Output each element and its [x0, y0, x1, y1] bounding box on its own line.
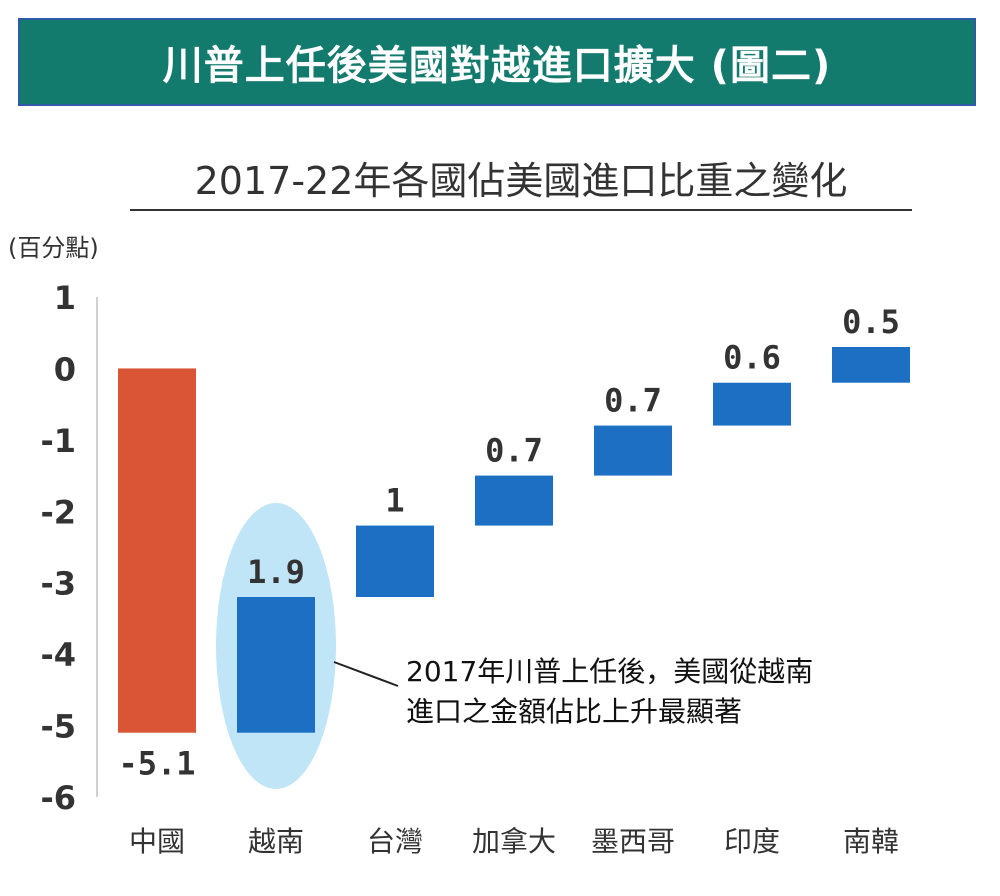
x-tick-label: 加拿大 [472, 825, 556, 858]
y-tick-label: 1 [54, 279, 76, 317]
y-tick-label: -2 [40, 493, 76, 531]
x-tick-label: 墨西哥 [591, 825, 675, 858]
data-label: 1 [385, 482, 404, 520]
y-tick-label: -4 [40, 636, 76, 674]
bar [475, 475, 553, 526]
y-axis-unit-label: (百分點) [8, 234, 99, 262]
bar [118, 368, 196, 733]
data-label: 0.7 [604, 382, 662, 420]
data-label: -5.1 [118, 745, 195, 783]
title-banner: 川普上任後美國對越進口擴大 (圖二) [18, 18, 976, 106]
y-tick-label: -5 [40, 708, 76, 746]
data-label: 1.9 [247, 553, 305, 591]
data-label: 0.6 [723, 339, 781, 377]
y-tick-label: 0 [54, 350, 76, 388]
annotation-line-2: 進口之金額佔比上升最顯著 [406, 695, 743, 728]
annotation-leader-line [333, 661, 399, 687]
x-tick-label: 台灣 [367, 825, 423, 858]
bar [713, 382, 791, 426]
x-tick-label: 中國 [129, 825, 185, 858]
bar [594, 425, 672, 476]
data-label: 0.5 [842, 303, 900, 341]
bar [832, 347, 910, 383]
bar [356, 525, 434, 597]
annotation-text: 2017年川普上任後，美國從越南 進口之金額佔比上升最顯著 [406, 652, 926, 732]
chart-subtitle: 2017-22年各國佔美國進口比重之變化 [130, 150, 912, 211]
y-tick-label: -3 [40, 565, 76, 603]
annotation-line-1: 2017年川普上任後，美國從越南 [406, 655, 814, 688]
y-tick-label: -1 [40, 422, 76, 460]
x-tick-label: 南韓 [843, 825, 899, 858]
bar [237, 597, 315, 733]
x-tick-label: 印度 [724, 825, 780, 858]
x-tick-label: 越南 [248, 825, 304, 858]
data-label: 0.7 [485, 432, 543, 470]
banner-title: 川普上任後美國對越進口擴大 (圖二) [162, 43, 832, 89]
y-tick-label: -6 [40, 779, 76, 817]
